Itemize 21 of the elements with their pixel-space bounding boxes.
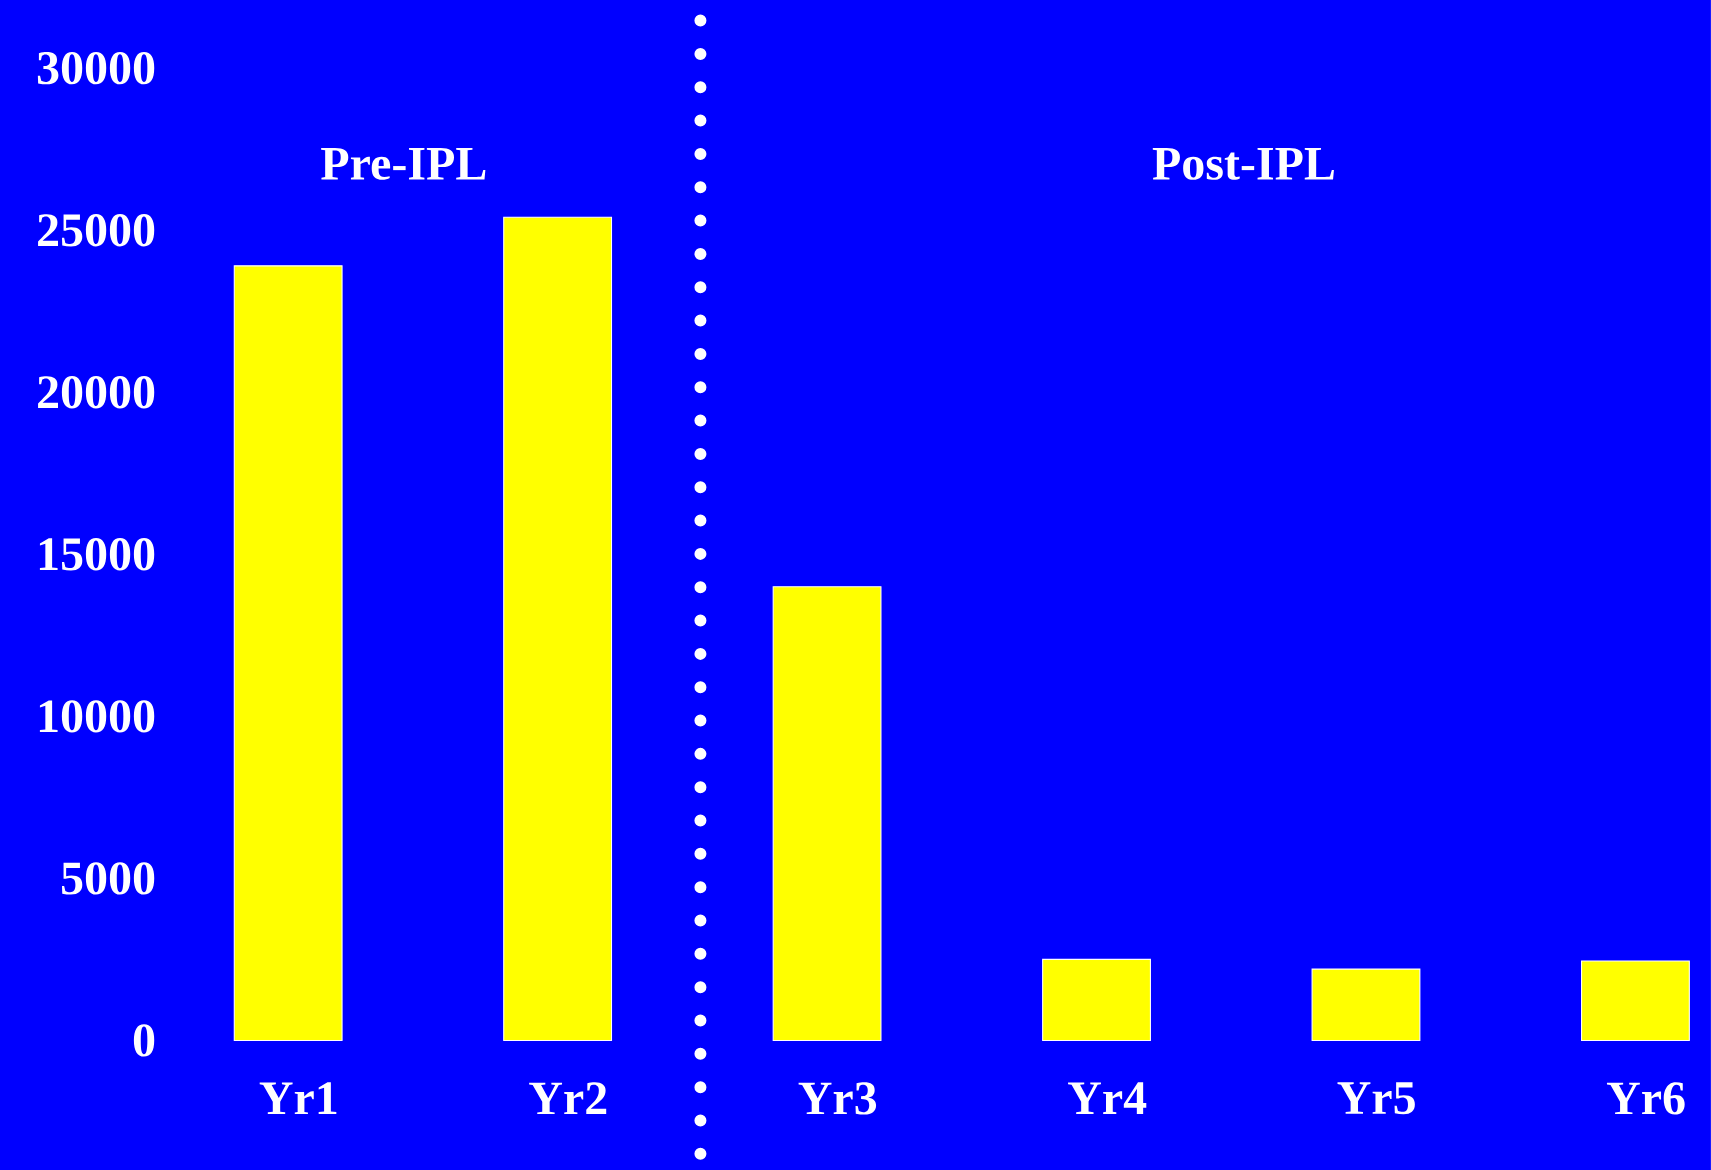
x-tick-label: Yr2	[529, 1082, 607, 1115]
bar	[233, 265, 343, 1041]
x-tick-label: Yr6	[1606, 1082, 1685, 1115]
annotation: Pre-IPL	[321, 147, 486, 180]
y-tick-label: 10000	[39, 700, 155, 733]
x-tick-label: Yr1	[259, 1082, 337, 1114]
y-tick-label: 15000	[39, 538, 155, 571]
y-tick-label: 30000	[37, 51, 155, 85]
bar	[772, 586, 882, 1041]
annotation: Post-IPL	[1152, 147, 1334, 180]
y-tick-label: 5000	[61, 862, 155, 895]
x-tick-label: Yr4	[1068, 1082, 1147, 1114]
y-tick-label: 20000	[38, 375, 155, 409]
bar	[1581, 960, 1690, 1041]
bar	[503, 216, 613, 1041]
bar	[1311, 968, 1421, 1041]
y-tick-label: 25000	[38, 213, 155, 247]
y-tick-label: 0	[133, 1024, 155, 1057]
x-tick-label: Yr3	[798, 1082, 877, 1115]
bar	[1042, 958, 1151, 1041]
x-tick-label: Yr5	[1337, 1082, 1415, 1115]
